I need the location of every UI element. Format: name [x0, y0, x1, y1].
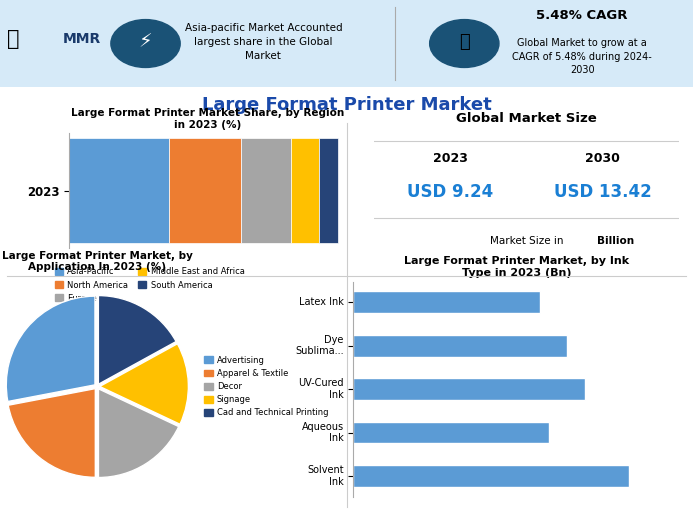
Text: 2023: 2023	[433, 152, 468, 165]
Bar	[169, 138, 241, 243]
Wedge shape	[100, 344, 188, 424]
Text: Billion: Billion	[597, 236, 634, 246]
Text: Global Market Size: Global Market Size	[456, 112, 597, 125]
Legend: Asia-Pacific, North America, Europe, Middle East and Africa, South America: Asia-Pacific, North America, Europe, Mid…	[51, 264, 248, 306]
Text: Asia-pacific Market Accounted
largest share in the Global
Market: Asia-pacific Market Accounted largest sh…	[184, 23, 342, 61]
Text: 🌐: 🌐	[7, 29, 19, 49]
Legend: Advertising, Apparel & Textile, Decor, Signage, Cad and Technical Printing: Advertising, Apparel & Textile, Decor, S…	[201, 352, 332, 421]
Text: 2030: 2030	[586, 152, 620, 165]
Text: MMR: MMR	[62, 32, 100, 46]
Wedge shape	[98, 389, 179, 478]
Text: USD 9.24: USD 9.24	[407, 183, 493, 201]
Bar	[241, 138, 291, 243]
Text: Large Format Printer Market: Large Format Printer Market	[202, 96, 491, 114]
Text: USD 13.42: USD 13.42	[554, 183, 652, 201]
Wedge shape	[8, 389, 96, 477]
Text: Global Market to grow at a
CAGR of 5.48% during 2024-
2030: Global Market to grow at a CAGR of 5.48%…	[512, 38, 652, 75]
Bar	[353, 291, 541, 313]
Bar	[353, 422, 550, 443]
Title: Large Format Printer Market, by
Application In 2023 (%): Large Format Printer Market, by Applicat…	[1, 250, 193, 272]
Ellipse shape	[430, 19, 499, 68]
Bar	[69, 138, 169, 243]
Ellipse shape	[111, 19, 180, 68]
Text: 5.48% CAGR: 5.48% CAGR	[536, 9, 628, 22]
Wedge shape	[98, 295, 176, 385]
Text: ⚡: ⚡	[139, 32, 152, 51]
Title: Large Format Printer Market Share, by Region
in 2023 (%): Large Format Printer Market Share, by Re…	[71, 108, 344, 130]
Wedge shape	[6, 296, 95, 401]
Bar	[353, 335, 567, 356]
Bar	[319, 138, 338, 243]
Bar	[353, 465, 629, 487]
Text: Market Size in: Market Size in	[490, 236, 567, 246]
Bar	[291, 138, 319, 243]
Bar	[353, 378, 585, 400]
Title: Large Format Printer Market, by Ink
Type in 2023 (Bn): Large Format Printer Market, by Ink Type…	[404, 257, 629, 278]
Text: 🔥: 🔥	[459, 33, 470, 51]
